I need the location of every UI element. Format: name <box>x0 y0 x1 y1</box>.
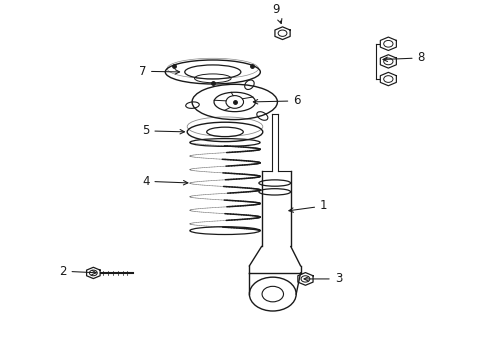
Text: 8: 8 <box>382 51 424 64</box>
Text: 2: 2 <box>59 265 96 278</box>
Text: 5: 5 <box>142 124 184 138</box>
Text: 6: 6 <box>253 94 300 107</box>
Text: 1: 1 <box>288 199 327 212</box>
Text: 3: 3 <box>304 273 342 285</box>
Text: 7: 7 <box>138 65 179 78</box>
Text: 4: 4 <box>142 175 187 188</box>
Text: 9: 9 <box>272 3 281 23</box>
